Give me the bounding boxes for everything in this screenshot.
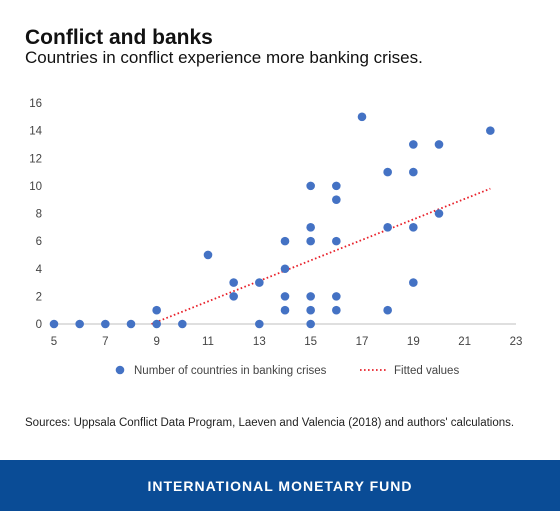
chart-subtitle: Countries in conflict experience more ba… — [25, 48, 423, 67]
legend-marker-scatter — [115, 365, 125, 375]
source-note: Sources: Uppsala Conflict Data Program, … — [25, 417, 515, 429]
data-point — [486, 126, 495, 135]
data-point — [383, 305, 392, 315]
data-point — [383, 167, 392, 177]
data-point — [332, 292, 341, 301]
x-tick-label: 5 — [51, 336, 57, 348]
data-point — [409, 223, 418, 232]
data-point — [332, 195, 341, 204]
y-tick-label: 0 — [36, 319, 42, 331]
data-point — [178, 319, 187, 329]
y-tick-label: 10 — [29, 181, 42, 193]
data-point — [306, 305, 315, 315]
data-point — [255, 319, 264, 329]
data-point — [152, 305, 161, 315]
data-point — [306, 236, 315, 246]
y-tick-label: 14 — [29, 126, 42, 138]
data-point — [306, 223, 315, 232]
x-tick-label: 15 — [304, 336, 317, 348]
data-point — [229, 278, 238, 287]
y-tick-label: 2 — [36, 291, 42, 303]
y-tick-label: 12 — [29, 153, 42, 165]
data-point — [332, 181, 341, 191]
y-tick-label: 8 — [36, 209, 42, 221]
data-point — [409, 167, 418, 177]
data-point — [280, 305, 290, 315]
data-point — [280, 292, 290, 301]
data-point — [229, 292, 238, 301]
x-tick-label: 19 — [407, 336, 420, 348]
data-point — [75, 319, 84, 329]
data-point — [101, 319, 110, 329]
data-point — [152, 319, 161, 329]
data-point — [306, 319, 315, 329]
x-tick-label: 13 — [253, 336, 266, 348]
chart-title: Conflict and banks — [25, 26, 213, 49]
scatter-chart: 0 2 4 6 8 10 12 14 16 5 7 9 11 13 15 17 19 21 23 Number of … — [29, 98, 523, 377]
data-point — [280, 264, 290, 274]
legend-label-scatter: Number of countries in banking crises — [134, 365, 327, 377]
data-point — [434, 140, 444, 149]
footer-label: INTERNATIONAL MONETARY FUND — [147, 477, 413, 494]
footer-banner: INTERNATIONAL MONETARY FUND — [0, 460, 560, 511]
data-point — [357, 112, 367, 122]
x-tick-label: 9 — [153, 336, 159, 348]
data-point — [203, 250, 213, 260]
x-tick-label: 7 — [102, 336, 108, 348]
y-tick-label: 16 — [29, 98, 42, 110]
data-point — [49, 319, 59, 329]
data-point — [280, 236, 290, 246]
fitted-line — [151, 187, 491, 325]
data-point — [255, 278, 264, 287]
data-point — [306, 292, 315, 301]
data-point — [409, 278, 418, 287]
x-tick-label: 17 — [356, 336, 369, 348]
data-point — [126, 319, 136, 329]
data-point — [332, 236, 341, 246]
data-point — [306, 181, 315, 191]
x-tick-label: 11 — [202, 336, 214, 348]
x-tick-label: 23 — [510, 336, 523, 348]
y-tick-label: 4 — [36, 264, 43, 276]
data-point — [383, 223, 392, 232]
data-point — [409, 140, 418, 149]
data-point — [434, 209, 444, 218]
x-tick-label: 21 — [458, 336, 471, 348]
data-point — [332, 305, 341, 315]
legend-label-fitted: Fitted values — [394, 365, 459, 377]
y-tick-label: 6 — [36, 236, 42, 248]
